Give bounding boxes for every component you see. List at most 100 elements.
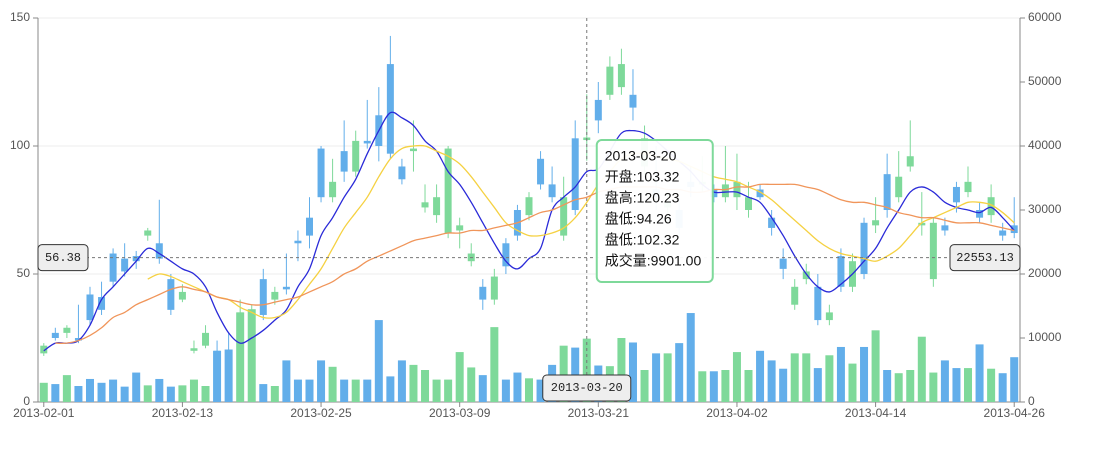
candle-body [213,350,221,372]
volume-bar [848,363,857,402]
candle-body [329,181,337,198]
y2-tick-label: 60000 [1028,10,1062,24]
volume-bar [363,379,372,402]
candle-body [144,230,152,236]
candle-body [74,338,82,341]
axis-pointer-label: 56.38 [45,251,81,265]
candle-body [895,176,903,198]
volume-bar [501,379,510,402]
candle-body [63,327,71,333]
candle-body [51,332,59,338]
x-tick-label: 2013-02-25 [290,406,352,420]
ma-line [147,144,1015,319]
candle-body [340,151,348,172]
volume-bar [270,386,279,402]
y-tick-label: 0 [23,394,30,408]
volume-bar [421,370,430,402]
candle-body [560,197,568,236]
y2-tick-label: 10000 [1028,330,1062,344]
candle-body [883,174,891,210]
volume-bar [998,373,1007,402]
volume-bar [328,366,337,402]
candle-body [941,225,949,231]
volume-bar [894,373,903,402]
volume-bar [282,360,291,402]
volume-bar [293,379,302,402]
volume-bar [155,378,164,402]
volume-bar [143,385,152,402]
volume-bar [236,312,245,402]
volume-bar [386,376,395,402]
candle-body [225,355,233,379]
candle-body [987,197,995,216]
volume-bar [189,379,198,402]
ma-line [55,183,1015,344]
candle-body [872,220,880,226]
volume-bar [74,386,83,402]
candle-body [721,184,729,198]
volume-bar [536,379,545,402]
candle-body [571,138,579,210]
candle-body [98,297,106,310]
volume-bar [444,379,453,402]
candle-body [606,66,614,95]
volume-bar [732,352,741,402]
candle-body [629,94,637,108]
volume-bar [721,370,730,402]
volume-bar [305,379,314,402]
volume-bar [825,355,834,402]
candle-body [305,217,313,236]
volume-bar [374,320,383,402]
volume-bar [201,386,210,402]
tooltip-item: 盘低:102.32 [605,232,680,248]
y-tick-label: 100 [10,138,30,152]
candle-body [710,189,718,198]
volume-bar [860,346,869,402]
candle-body [479,286,487,300]
candle-body [802,271,810,280]
volume-bar [617,338,626,402]
volume-bar [709,371,718,402]
candle-body [456,225,464,231]
y2-tick-label: 40000 [1028,138,1062,152]
candle-body [976,210,984,218]
volume-bar [51,384,60,402]
candle-body [121,258,129,272]
candle-body [352,140,360,172]
volume-bar [756,350,765,402]
volume-bar [432,379,441,402]
volume-bar [917,336,926,402]
candle-body [825,312,833,321]
candle-body [860,222,868,274]
candle-body [132,256,140,262]
candle-body [906,156,914,167]
volume-bar [744,370,753,402]
volume-bar [1010,357,1019,402]
volume-bar [698,371,707,402]
volume-bar [675,343,684,402]
candle-body [86,294,94,321]
candle-body [837,256,845,287]
candle-body [386,64,394,154]
candle-body [548,184,556,198]
volume-bar [455,352,464,402]
y-tick-label: 50 [17,266,31,280]
candle-body [398,166,406,180]
volume-bar [340,379,349,402]
candle-body [155,243,163,259]
candle-body [282,286,290,290]
volume-bar [259,384,268,402]
tooltip [595,139,714,283]
volume-bar [467,367,476,402]
volume-bar [987,368,996,402]
axis-pointer-label: 22553.13 [956,251,1014,265]
candle-body [617,64,625,88]
candle-body [271,291,279,300]
volume-bar [813,368,822,402]
volume-bar [628,342,637,402]
volume-bar [166,386,175,402]
volume-bar [686,313,695,402]
y2-tick-label: 20000 [1028,266,1062,280]
candle-body [409,148,417,152]
candle-body [190,348,198,351]
